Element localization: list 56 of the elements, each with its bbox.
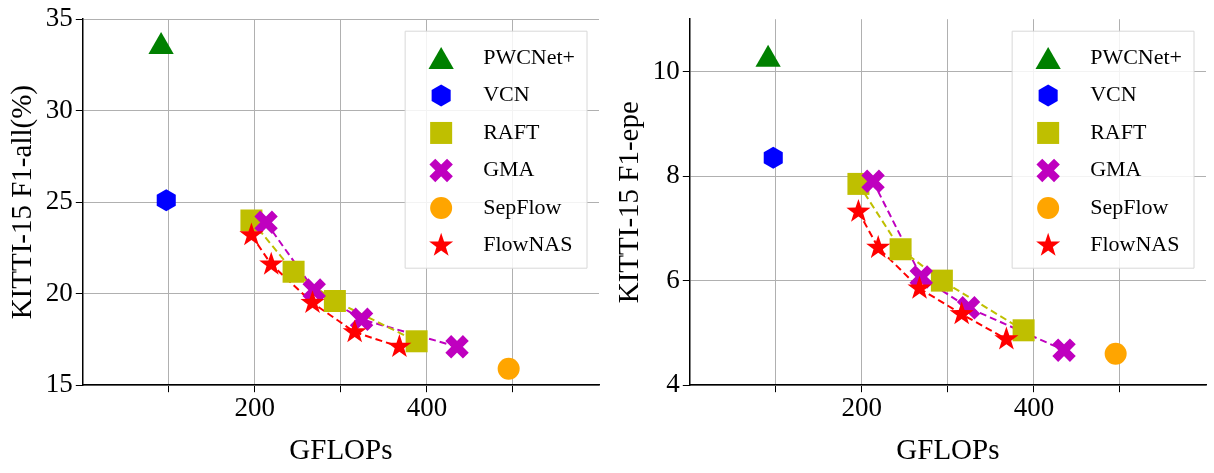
legend-label: GMA	[483, 156, 535, 182]
legend-label: FlowNAS	[483, 231, 573, 257]
point	[949, 301, 974, 325]
y-tick-label: 25	[45, 185, 73, 216]
point	[300, 290, 325, 314]
point	[239, 222, 264, 246]
x-tick-label: 400	[1013, 391, 1055, 422]
y-tick-label: 8	[666, 159, 680, 190]
legend-label: RAFT	[1090, 118, 1147, 144]
point	[342, 319, 367, 343]
point	[930, 269, 953, 292]
point	[1104, 342, 1127, 365]
point	[323, 290, 346, 313]
y-tick-label: 4	[666, 368, 681, 399]
y-tick-label: 20	[45, 276, 73, 307]
x-axis-title: GFLOPs	[289, 433, 393, 466]
point	[497, 357, 520, 380]
legend-label: RAFT	[483, 118, 540, 144]
point	[156, 189, 176, 212]
point	[405, 330, 428, 353]
point	[907, 275, 932, 299]
point	[148, 31, 174, 54]
y-tick-label: 30	[45, 93, 73, 124]
point	[1012, 319, 1035, 342]
y-tick-label: 35	[45, 2, 73, 33]
point	[866, 235, 891, 258]
point	[253, 209, 279, 236]
point	[282, 260, 305, 283]
legend-label: FlowNAS	[1090, 231, 1180, 257]
point	[846, 198, 871, 222]
legend-label: PWCNet+	[1090, 43, 1183, 69]
point	[387, 334, 412, 357]
y-tick-label: 10	[652, 54, 680, 85]
legend-label: PWCNet+	[483, 43, 576, 69]
legend-label: SepFlow	[483, 193, 562, 219]
y-axis-title: KITTI-15 F1-all(%)	[5, 85, 39, 320]
y-tick-label: 6	[666, 263, 680, 294]
point	[889, 238, 912, 261]
x-tick-label: 200	[841, 391, 883, 422]
x-axis-title: GFLOPs	[896, 433, 1000, 466]
point	[994, 326, 1019, 350]
point	[860, 168, 886, 195]
legend-label: GMA	[1090, 156, 1142, 182]
point	[444, 333, 470, 360]
y-tick-label: 15	[45, 368, 73, 399]
legend-label: SepFlow	[1090, 193, 1169, 219]
point	[755, 44, 781, 67]
point	[259, 251, 284, 275]
x-tick-label: 200	[234, 391, 276, 422]
point	[1051, 337, 1077, 364]
point	[763, 146, 783, 169]
x-tick-label: 400	[406, 391, 448, 422]
y-axis-title: KITTI-15 F1-epe	[612, 101, 645, 304]
point	[348, 306, 375, 333]
legend-label: VCN	[483, 81, 530, 107]
legend-label: VCN	[1090, 81, 1137, 107]
